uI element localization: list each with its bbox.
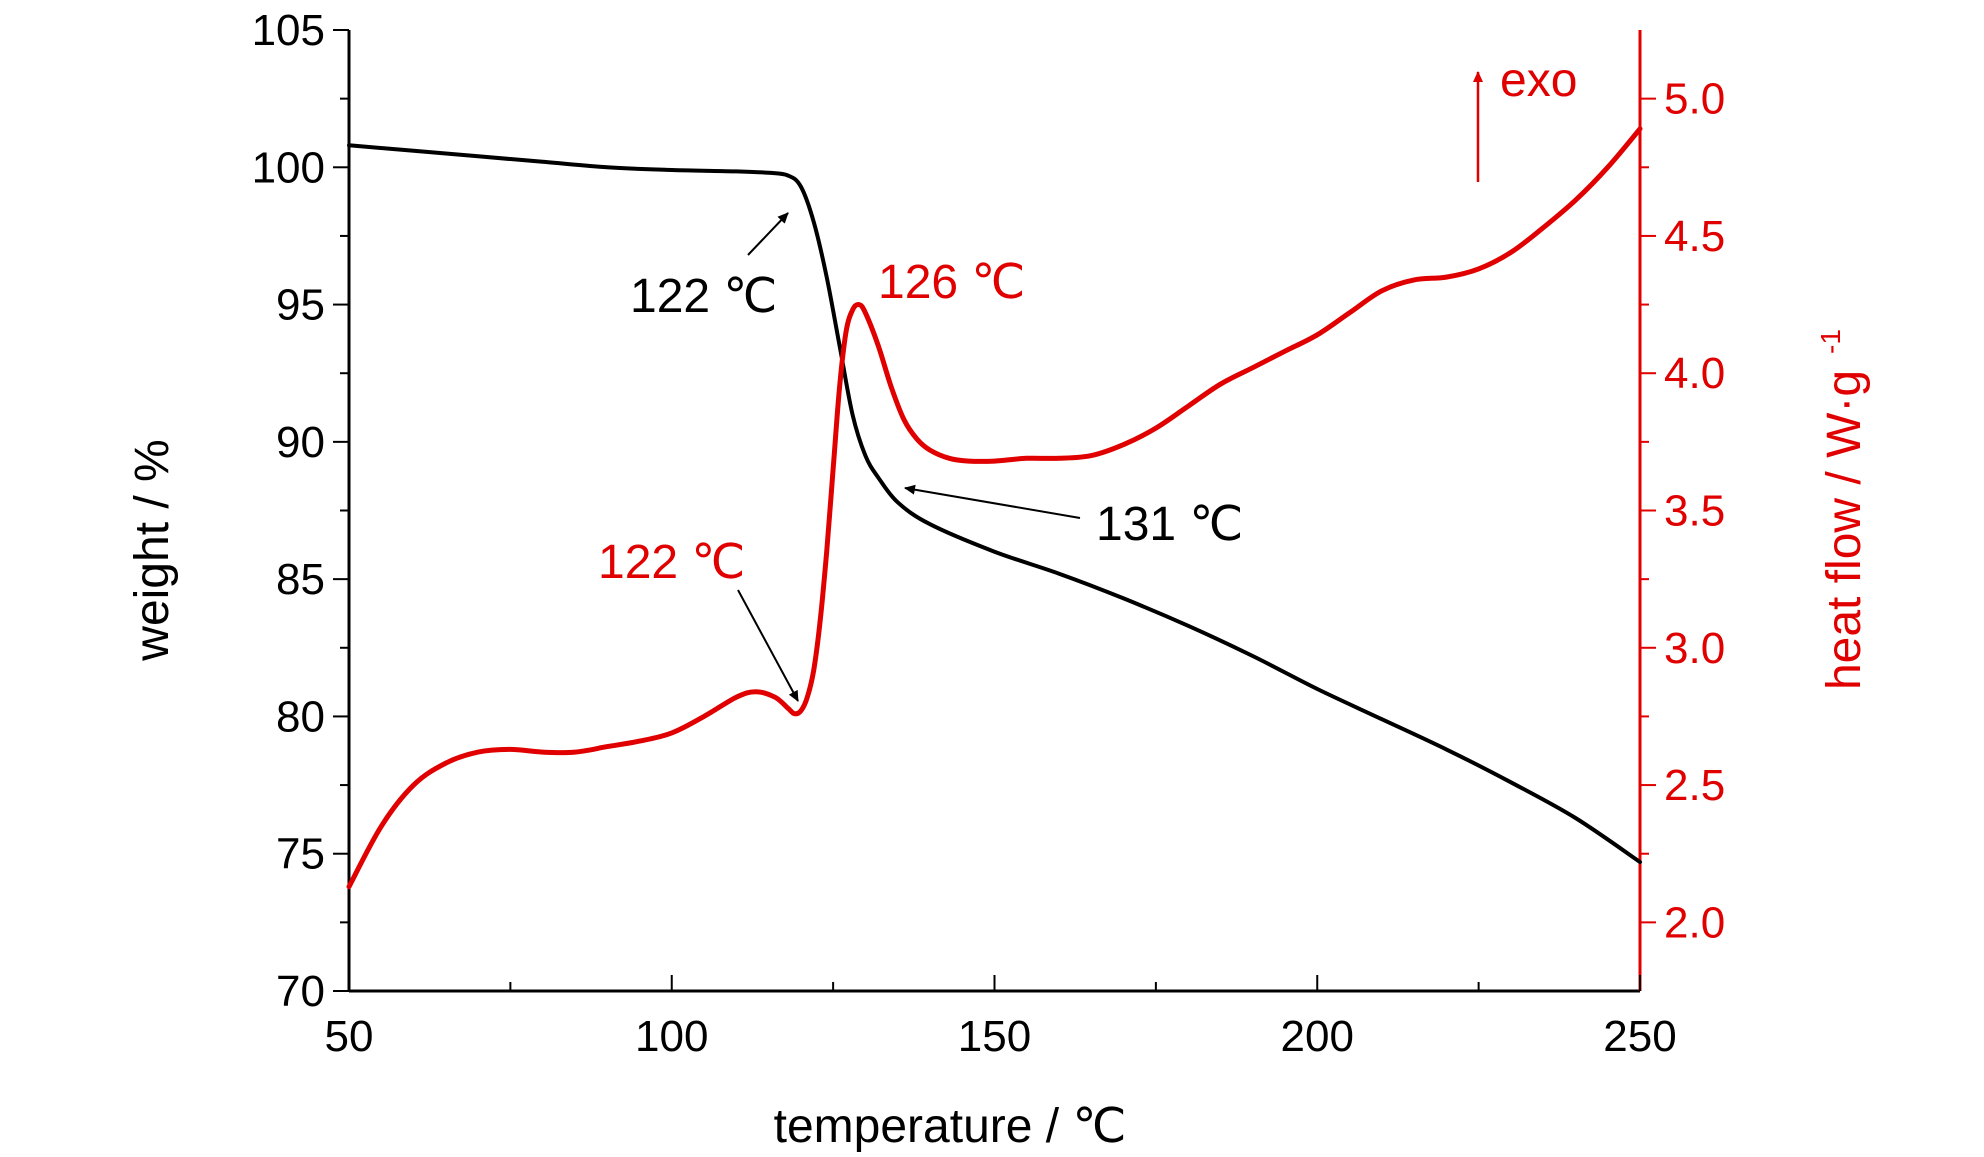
y-left-tick-label: 85 (276, 555, 325, 604)
y-right-tick-label: 3.5 (1664, 487, 1725, 536)
y-left-tick-label: 105 (252, 6, 325, 55)
y-right-tick-label: 2.5 (1664, 761, 1725, 810)
arrow-heat-onset (737, 589, 799, 702)
arrow-weight-onset (747, 212, 789, 256)
arrow-weight-end (904, 484, 1081, 519)
y-right-tick-label: 3.0 (1664, 624, 1725, 673)
x-tick-label: 150 (958, 1012, 1031, 1061)
y-left-tick-label: 75 (276, 830, 325, 879)
right-y-axis-title: heat flow / W·g (1818, 370, 1871, 690)
annotation-weight-end: 131 ℃ (1096, 498, 1243, 551)
y-left-tick-label: 100 (252, 143, 325, 192)
annotation-heat-peak: 126 ℃ (878, 256, 1025, 309)
y-left-tick-label: 90 (276, 418, 325, 467)
exo-label: exo (1500, 54, 1577, 107)
annotation-weight-onset: 122 ℃ (630, 270, 777, 323)
y-right-tick-label: 2.0 (1664, 898, 1725, 947)
right-y-axis-title-superscript: -1 (1815, 329, 1846, 354)
y-right-tick-label: 4.0 (1664, 349, 1725, 398)
x-tick-label: 100 (635, 1012, 708, 1061)
weight-curve (347, 143, 1642, 864)
x-tick-label: 50 (325, 1012, 374, 1061)
heat-flow-curve (346, 126, 1643, 890)
x-axis-title: temperature / ℃ (774, 1100, 1127, 1153)
left-y-axis-title: weight / % (126, 439, 179, 661)
y-left-tick-label: 70 (276, 967, 325, 1016)
y-left-tick-label: 80 (276, 692, 325, 741)
x-tick-label: 250 (1603, 1012, 1676, 1061)
y-right-tick-label: 5.0 (1664, 75, 1725, 124)
x-tick-label: 200 (1281, 1012, 1354, 1061)
y-right-tick-label: 4.5 (1664, 212, 1725, 261)
y-left-tick-label: 95 (276, 281, 325, 330)
annotation-heat-onset: 122 ℃ (598, 536, 745, 589)
